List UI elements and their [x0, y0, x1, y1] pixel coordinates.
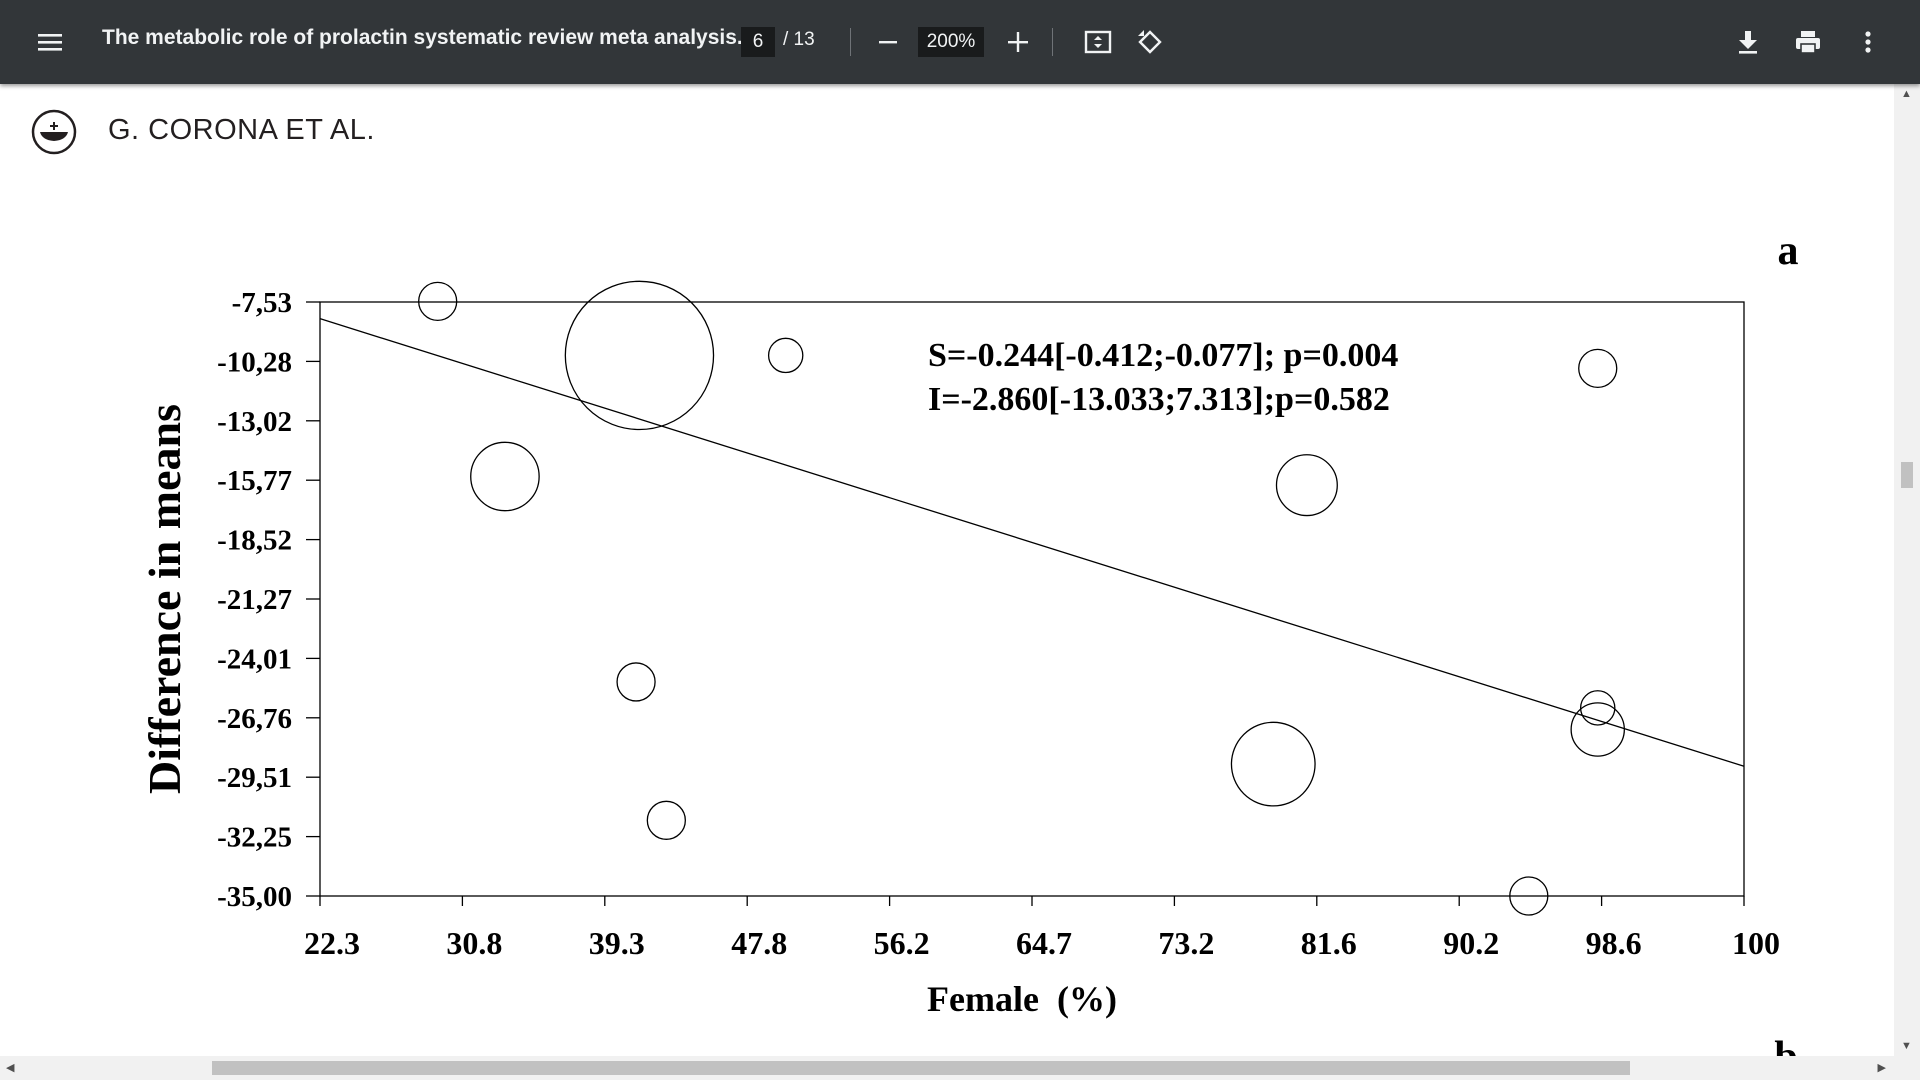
hamburger-icon — [38, 34, 62, 51]
minus-icon — [879, 41, 897, 44]
y-tick-label: -18,52 — [217, 525, 292, 557]
y-axis-label: Difference in means — [139, 404, 190, 794]
y-tick-label: -10,28 — [217, 346, 292, 378]
zoom-level-input[interactable]: 200% — [918, 27, 984, 57]
plus-icon — [1008, 32, 1028, 52]
zoom-out-button[interactable] — [868, 22, 908, 62]
study-bubble — [616, 662, 656, 702]
document-title: The metabolic role of prolactin systemat… — [102, 26, 755, 49]
x-tick-label: 81.6 — [1301, 925, 1357, 961]
x-tick-label: 39.3 — [589, 925, 645, 961]
y-tick-label: -26,76 — [217, 703, 292, 735]
regression-line — [319, 318, 1745, 767]
journal-logo-icon — [31, 109, 77, 155]
study-bubble — [564, 280, 715, 431]
scrollbar-corner — [1894, 1056, 1920, 1080]
fit-to-page-button[interactable] — [1078, 22, 1118, 62]
page-total: / 13 — [783, 29, 815, 50]
printer-icon — [1796, 31, 1820, 54]
more-options-button[interactable] — [1848, 22, 1888, 62]
regression-annotation: I=-2.860[-13.033;7.313];p=0.582 — [928, 381, 1390, 418]
vertical-scrollbar[interactable]: ▲ ▼ — [1894, 84, 1920, 1056]
horizontal-scrollbar[interactable]: ◀ ▶ — [0, 1056, 1894, 1080]
study-bubble — [1230, 721, 1316, 807]
print-button[interactable] — [1788, 22, 1828, 62]
scroll-right-arrow-icon[interactable]: ▶ — [1877, 1062, 1886, 1074]
study-bubble — [470, 441, 540, 512]
pdf-page: G. CORONA ET AL. a b -7,53 -10,28 -13,02 -1… — [0, 84, 1894, 1056]
vertical-scroll-thumb[interactable] — [1901, 462, 1913, 488]
page-number-input[interactable]: 6 — [741, 27, 775, 57]
y-tick-label: -13,02 — [217, 406, 292, 438]
panel-label: a — [1778, 228, 1799, 274]
download-icon — [1739, 31, 1757, 54]
x-tick-label: 73.2 — [1158, 925, 1214, 961]
scroll-down-arrow-icon[interactable]: ▼ — [1901, 1040, 1912, 1052]
fit-page-icon — [1084, 30, 1112, 54]
study-bubble — [418, 281, 458, 322]
y-tick-label: -7,53 — [232, 287, 292, 319]
study-bubble — [1509, 876, 1549, 916]
study-bubble — [1579, 690, 1616, 726]
scroll-left-arrow-icon[interactable]: ◀ — [6, 1062, 15, 1074]
download-button[interactable] — [1728, 22, 1768, 62]
x-tick-label: 56.2 — [874, 925, 930, 961]
running-head: G. CORONA ET AL. — [108, 114, 375, 146]
horizontal-scroll-thumb[interactable] — [212, 1061, 1630, 1075]
study-bubble — [1578, 348, 1618, 389]
zoom-in-button[interactable] — [998, 22, 1038, 62]
menu-button[interactable] — [30, 22, 70, 62]
more-vert-icon — [1865, 31, 1871, 53]
x-tick-label: 30.8 — [446, 925, 502, 961]
x-axis-label: Female (%) — [927, 979, 1117, 1019]
toolbar-divider — [1052, 28, 1053, 56]
study-bubble — [767, 337, 804, 374]
next-panel-label: b — [1774, 1034, 1797, 1056]
meta-regression-chart: a b -7,53 -10,28 -13,02 -15,77 -18,52 -21,27 -… — [139, 228, 1799, 1056]
x-tick-label: 90.2 — [1443, 925, 1499, 961]
x-tick-label: 47.8 — [731, 925, 787, 961]
x-tick-label: 64.7 — [1016, 925, 1072, 961]
x-tick-label: 100 — [1732, 925, 1780, 961]
y-tick-label: -15,77 — [217, 465, 292, 497]
rotate-icon — [1138, 30, 1162, 54]
rotate-button[interactable] — [1130, 22, 1170, 62]
y-tick-label: -35,00 — [217, 881, 292, 913]
y-tick-label: -21,27 — [217, 584, 292, 616]
x-tick-label: 22.3 — [304, 925, 360, 961]
pdf-toolbar: The metabolic role of prolactin systemat… — [0, 0, 1920, 84]
study-bubble — [1275, 454, 1338, 517]
y-tick-label: -32,25 — [217, 822, 292, 854]
study-bubble — [646, 800, 686, 840]
regression-annotation: S=-0.244[-0.412;-0.077]; p=0.004 — [928, 337, 1398, 374]
x-tick-label: 98.6 — [1586, 925, 1642, 961]
scroll-up-arrow-icon[interactable]: ▲ — [1901, 88, 1912, 100]
study-bubble — [1570, 702, 1625, 757]
toolbar-divider — [850, 28, 851, 56]
y-tick-label: -29,51 — [217, 762, 292, 794]
y-tick-label: -24,01 — [217, 643, 292, 675]
